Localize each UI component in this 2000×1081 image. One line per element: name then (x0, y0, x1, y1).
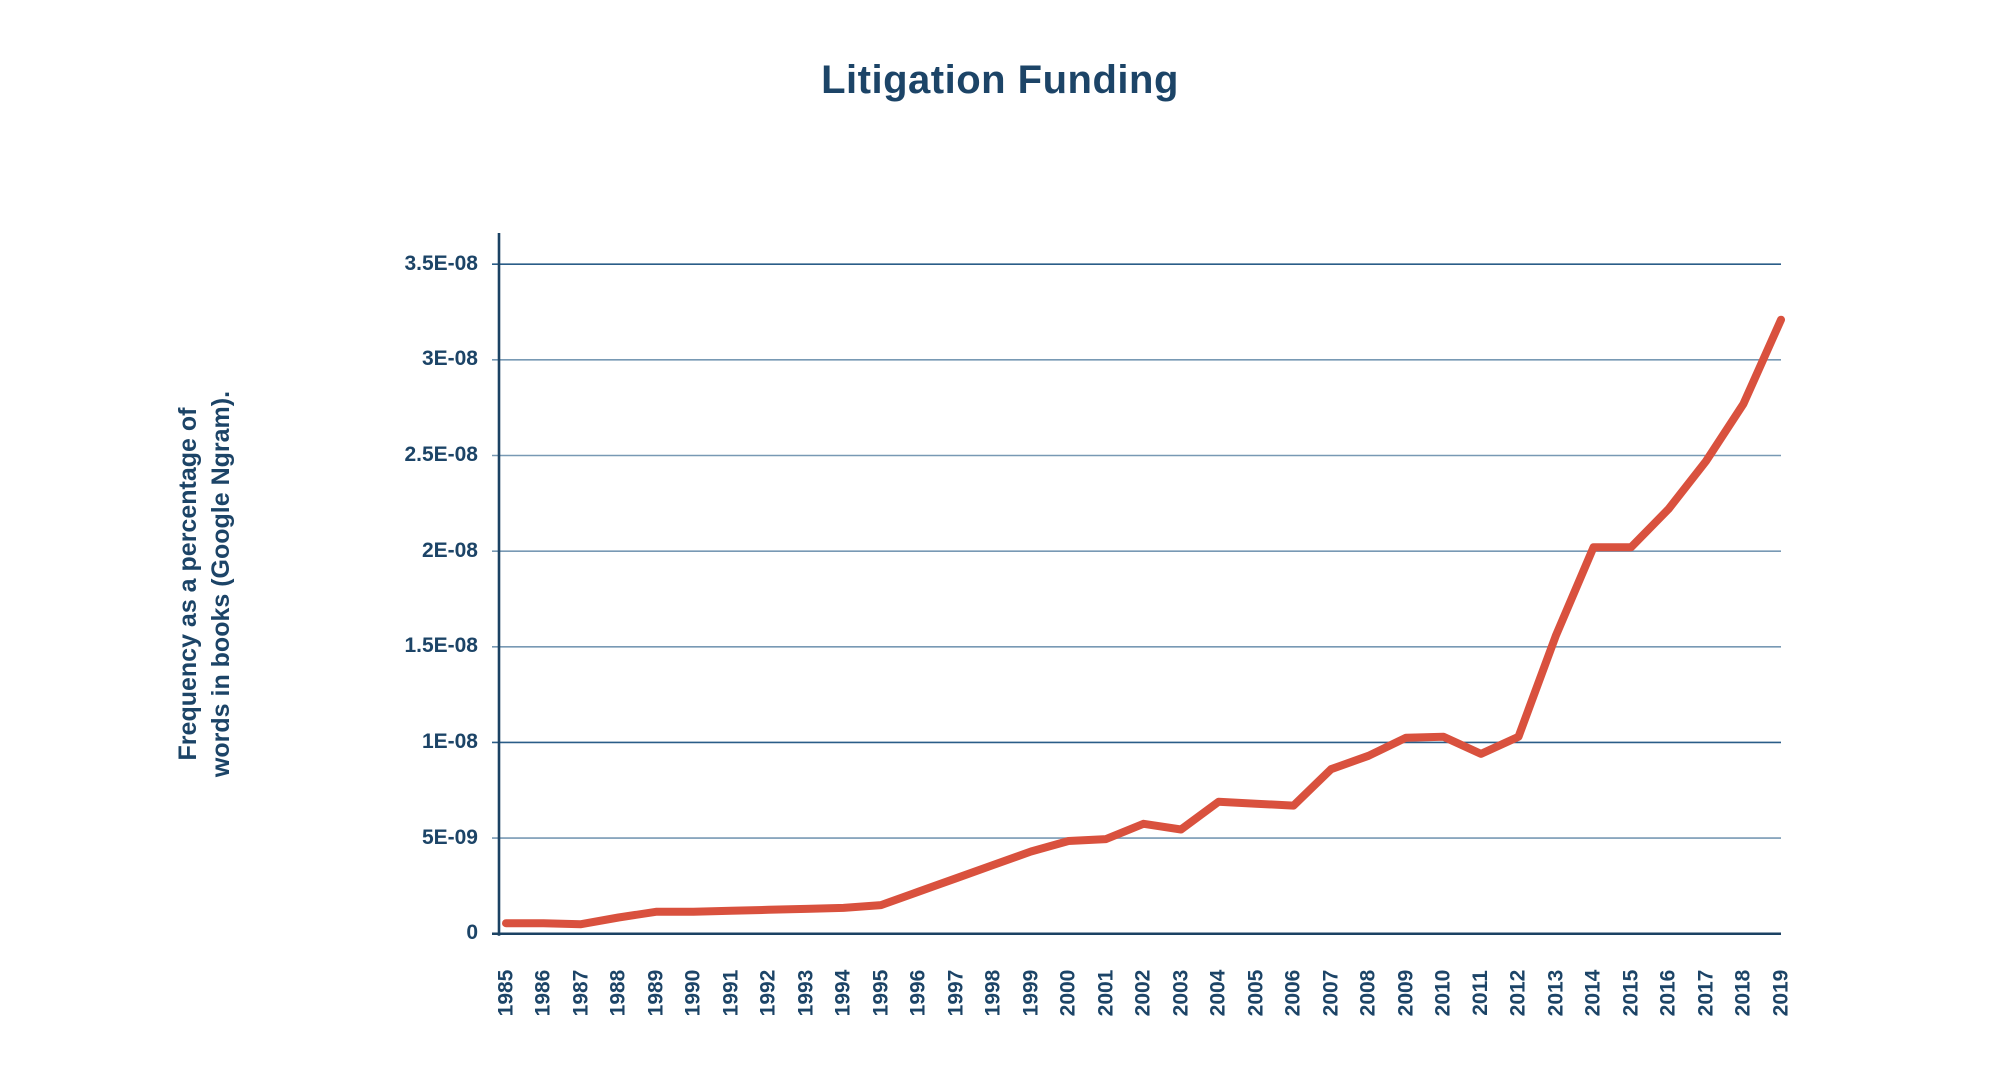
x-tick-label-text: 1987 (569, 969, 592, 1017)
x-tick-label-text: 2000 (1056, 969, 1080, 1017)
axes (492, 233, 1781, 936)
x-tick-label: 2010 (1430, 949, 1458, 1037)
x-tick-label: 1993 (792, 949, 820, 1037)
y-tick-label: 3.5E-08 (404, 251, 478, 275)
x-tick-label-text: 1990 (681, 969, 705, 1017)
x-tick-label: 2000 (1055, 949, 1083, 1037)
y-tick-label: 0 (466, 921, 478, 945)
x-tick-label: 2018 (1730, 949, 1758, 1037)
y-tick-label: 2E-08 (421, 538, 478, 562)
x-tick-label: 1996 (905, 949, 933, 1037)
x-tick-label-text: 2003 (1169, 969, 1192, 1017)
x-tick-label: 1990 (680, 949, 708, 1037)
x-tick-label: 1991 (717, 949, 745, 1037)
x-tick-label: 1997 (942, 949, 970, 1037)
x-tick-label-text: 2013 (1544, 969, 1567, 1017)
y-tick-label: 1.5E-08 (404, 634, 478, 658)
y-tick-label: 3E-08 (421, 347, 478, 371)
x-tick-label: 2005 (1242, 949, 1270, 1037)
x-tick-label-text: 2018 (1731, 969, 1755, 1017)
x-tick-label: 2019 (1767, 949, 1795, 1037)
x-tick-label: 2016 (1655, 949, 1683, 1037)
x-tick-label: 1989 (642, 949, 670, 1037)
x-tick-label-text: 1986 (531, 969, 555, 1017)
x-tick-label: 2006 (1280, 949, 1308, 1037)
x-tick-label: 2002 (1130, 949, 1158, 1037)
x-tick-label-text: 1998 (981, 969, 1005, 1017)
x-tick-label-text: 1994 (831, 969, 855, 1017)
x-tick-label: 1994 (830, 949, 858, 1037)
x-tick-label-text: 2019 (1769, 969, 1792, 1017)
x-tick-label-text: 1989 (644, 969, 667, 1017)
x-tick-label-text: 1999 (1019, 969, 1042, 1017)
x-tick-label-text: 1995 (869, 969, 892, 1017)
x-tick-label: 2014 (1580, 949, 1608, 1037)
x-tick-label: 2007 (1317, 949, 1345, 1037)
x-tick-label: 2008 (1355, 949, 1383, 1037)
x-tick-label-text: 1991 (719, 969, 742, 1017)
data-line (502, 315, 1785, 929)
x-tick-label: 2015 (1617, 949, 1645, 1037)
x-tick-label-text: 1993 (794, 969, 817, 1017)
x-tick-label-text: 2014 (1581, 969, 1605, 1017)
x-tick-label: 2012 (1505, 949, 1533, 1037)
x-tick-label-text: 2011 (1469, 970, 1492, 1016)
x-tick-label-text: 2010 (1431, 969, 1455, 1017)
x-tick-label-text: 2016 (1656, 969, 1680, 1017)
y-tick-label: 2.5E-08 (404, 443, 478, 466)
x-tick-label: 2004 (1205, 949, 1233, 1037)
x-tick-label-text: 1996 (906, 969, 930, 1017)
chart-title: Litigation Funding (821, 58, 1179, 102)
x-tick-label: 2011 (1467, 949, 1495, 1037)
x-tick-label: 2013 (1542, 949, 1570, 1037)
x-tick-label-text: 2012 (1506, 969, 1530, 1017)
x-tick-label: 1998 (980, 949, 1008, 1037)
x-tick-label-text: 1988 (606, 969, 630, 1017)
x-tick-label-text: 2008 (1356, 969, 1380, 1017)
x-tick-label: 1986 (530, 949, 558, 1037)
x-tick-label-text: 1997 (944, 969, 967, 1017)
x-tick-label: 1985 (492, 949, 520, 1037)
x-tick-label-text: 2001 (1094, 969, 1117, 1017)
gridlines (492, 263, 1781, 839)
y-tick-label: 5E-09 (421, 825, 478, 849)
x-tick-label: 2003 (1167, 949, 1195, 1037)
x-tick-label: 1988 (605, 949, 633, 1037)
x-tick-label: 1995 (867, 949, 895, 1037)
x-tick-label: 1999 (1017, 949, 1045, 1037)
x-tick-label-text: 2015 (1619, 969, 1642, 1017)
x-tick-label-text: 2006 (1281, 969, 1305, 1017)
x-tick-label: 2001 (1092, 949, 1120, 1037)
x-tick-label: 2017 (1692, 949, 1720, 1037)
x-tick-label-text: 2004 (1206, 969, 1230, 1017)
x-tick-label-text: 2009 (1394, 969, 1417, 1017)
x-tick-label-text: 2017 (1694, 969, 1717, 1017)
line-series (502, 315, 1785, 929)
x-tick-label: 1992 (755, 949, 783, 1037)
x-tick-label-text: 2002 (1131, 969, 1155, 1017)
x-tick-label-text: 2005 (1244, 969, 1267, 1017)
x-tick-label-text: 1985 (494, 969, 517, 1017)
x-tick-label-text: 1992 (756, 969, 780, 1017)
x-tick-label: 2009 (1392, 949, 1420, 1037)
x-tick-label: 1987 (567, 949, 595, 1037)
x-tick-label-text: 2007 (1319, 969, 1342, 1017)
y-tick-label: 1E-08 (421, 729, 478, 753)
